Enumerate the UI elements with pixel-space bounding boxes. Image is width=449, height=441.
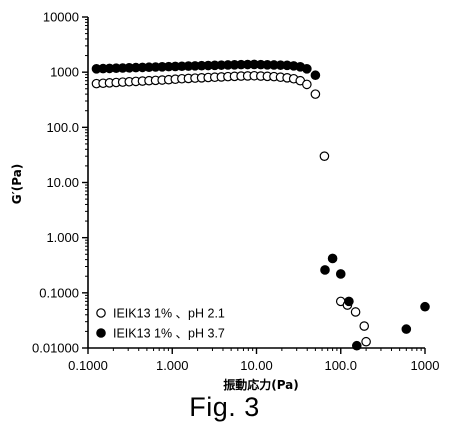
filled-point — [328, 254, 336, 262]
y-tick-label: 0.01000 — [32, 341, 79, 356]
x-tick-label: 10.00 — [240, 358, 273, 373]
y-tick-label: 10000 — [43, 10, 79, 25]
filled-point — [402, 325, 410, 333]
x-axis-label: 振動応力(Pa) — [223, 377, 299, 392]
legend-label-1: IEIK13 1% 、pH 2.1 — [113, 307, 225, 321]
legend-marker-2 — [97, 329, 105, 337]
x-tick-label: 100.0 — [324, 358, 357, 373]
filled-point — [303, 65, 311, 73]
legend: IEIK13 1% 、pH 2.1 IEIK13 1% 、pH 3.7 — [97, 307, 225, 341]
series-1 — [92, 72, 370, 346]
x-tick-label: 0.1000 — [68, 358, 108, 373]
filled-point — [421, 303, 429, 311]
filled-point — [337, 270, 345, 278]
open-point — [311, 90, 319, 98]
x-tick-label: 1000 — [411, 358, 440, 373]
filled-point — [353, 342, 361, 350]
open-point — [351, 308, 359, 316]
y-axis-label: G′(Pa) — [10, 164, 24, 205]
y-tick-label: 100.0 — [46, 120, 79, 135]
y-tick-label: 0.1000 — [39, 285, 79, 300]
filled-point — [345, 297, 353, 305]
legend-label-2: IEIK13 1% 、pH 3.7 — [113, 327, 225, 341]
x-tick-label: 1.000 — [156, 358, 189, 373]
figure-caption: Fig. 3 — [0, 392, 449, 423]
y-tick-label: 1000 — [50, 65, 79, 80]
open-point — [362, 338, 370, 346]
filled-point — [321, 266, 329, 274]
filled-point — [311, 71, 319, 79]
y-tick-label: 10.00 — [46, 175, 79, 190]
open-point — [320, 152, 328, 160]
legend-marker-1 — [97, 309, 105, 317]
y-tick-label: 1.000 — [46, 230, 79, 245]
open-point — [360, 322, 368, 330]
open-point — [303, 80, 311, 88]
scatter-chart: 0.01000 0.1000 1.000 10.00 100.0 1000 10000 0.1… — [0, 0, 449, 392]
